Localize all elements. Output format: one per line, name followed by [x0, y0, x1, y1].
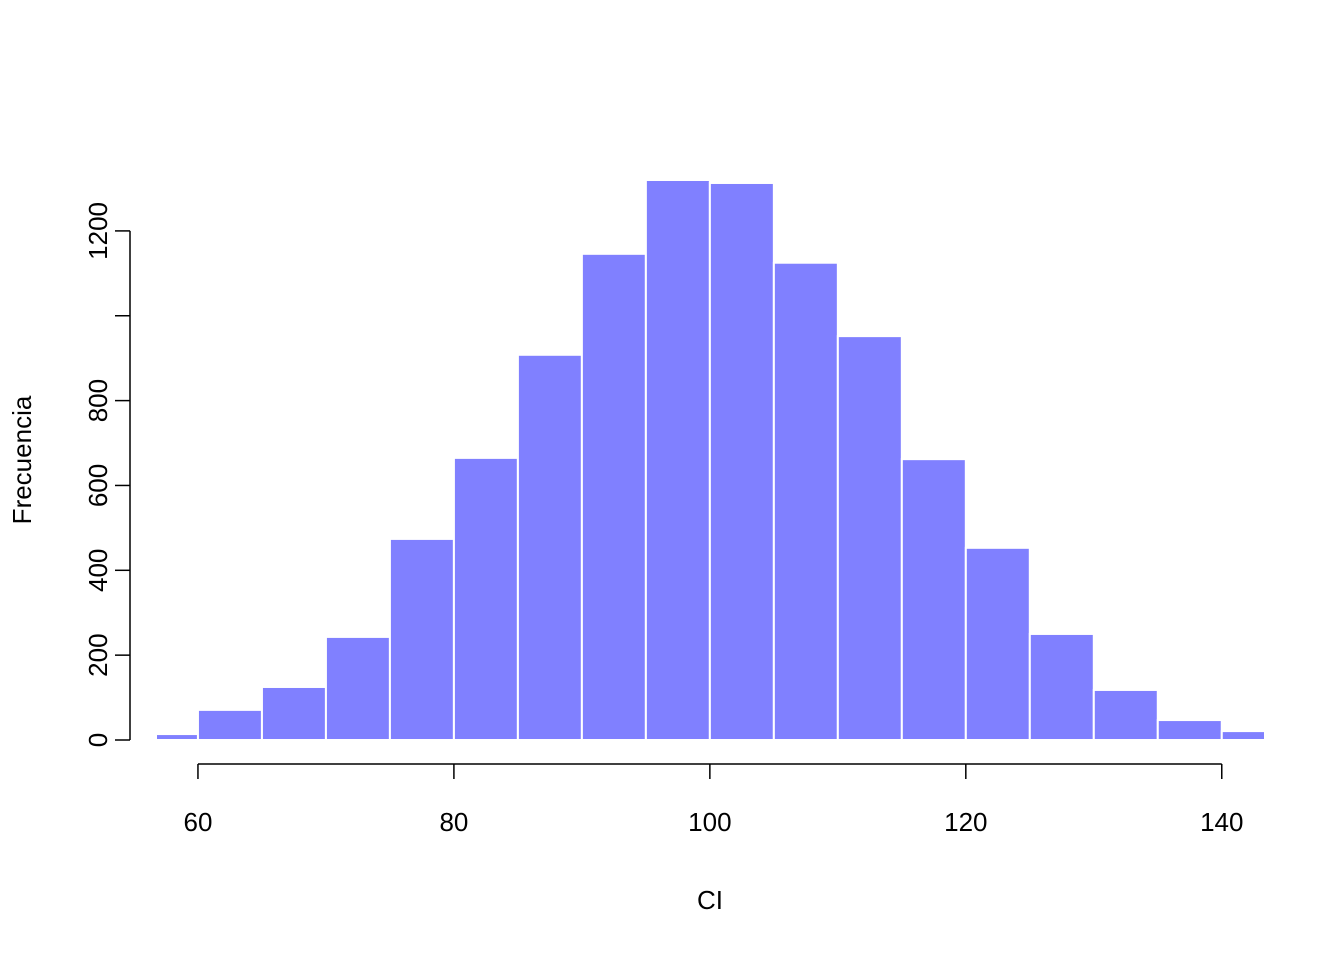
bar	[157, 733, 199, 741]
x-axis-title: CI	[697, 885, 723, 915]
x-tick-label: 120	[944, 807, 987, 837]
bar	[388, 537, 455, 741]
bar	[1028, 632, 1095, 741]
bar	[1220, 730, 1264, 741]
y-tick-label: 200	[83, 633, 113, 676]
bar	[1092, 688, 1159, 741]
y-tick-label: 800	[83, 379, 113, 422]
bar	[644, 179, 711, 741]
y-tick-label: 600	[83, 464, 113, 507]
y-tick-label: 400	[83, 549, 113, 592]
bars	[157, 179, 1264, 741]
bar	[772, 261, 839, 741]
bar	[580, 252, 647, 741]
bar	[1156, 719, 1223, 741]
bar	[836, 335, 903, 741]
x-tick-label: 140	[1200, 807, 1243, 837]
bar	[708, 181, 775, 741]
bar	[964, 546, 1031, 741]
bar	[260, 685, 327, 741]
bar	[516, 353, 583, 741]
y-axis-title: Frecuencia	[7, 395, 37, 524]
x-tick-label: 100	[688, 807, 731, 837]
y-tick-label: 1200	[83, 202, 113, 260]
x-tick-label: 80	[439, 807, 468, 837]
bar	[452, 456, 519, 741]
bar	[900, 458, 967, 741]
y-tick-label: 0	[83, 733, 113, 747]
x-tick-label: 60	[183, 807, 212, 837]
bar	[324, 635, 391, 741]
bar	[196, 708, 263, 741]
